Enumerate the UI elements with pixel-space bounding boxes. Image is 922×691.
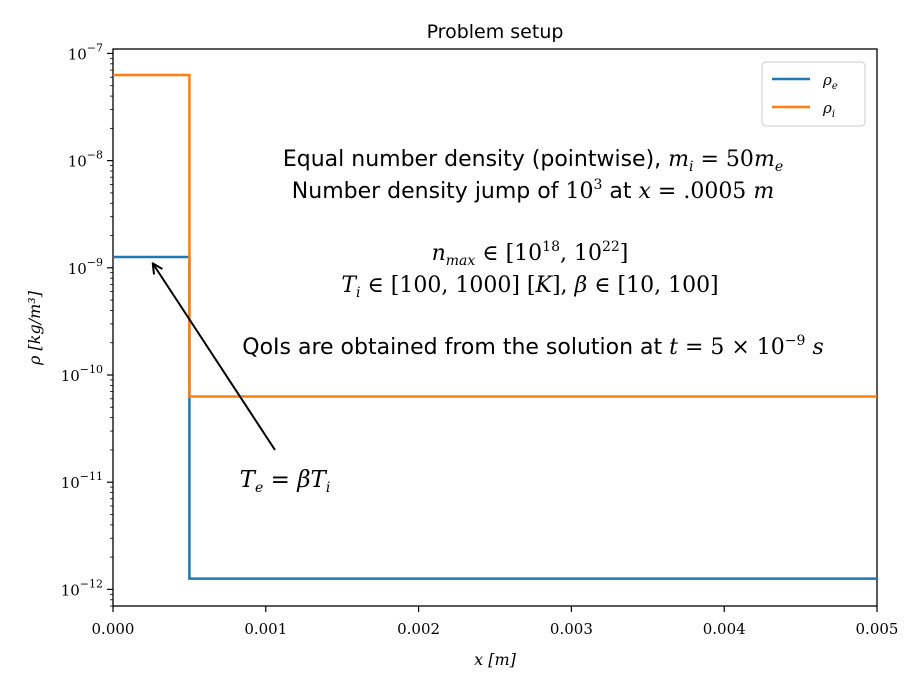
plot-area	[112, 48, 878, 607]
y-tick-label: 10−12	[61, 577, 103, 599]
series-line-rho-i	[113, 73, 877, 398]
x-axis-ticks: 0.000 0.001 0.002 0.003 0.004 0.005	[92, 606, 899, 638]
annotation-nmax-range: nmax ∈ [1018, 1022]	[432, 239, 629, 269]
annotation-density-jump: Number density jump of 103 at x = .0005 …	[292, 177, 774, 204]
y-axis-ticks: 10−7 10−8 10−9 10−10 10−11 10−12	[61, 41, 113, 607]
y-tick-label: 10−11	[61, 470, 103, 492]
x-tick-label: 0.003	[550, 620, 593, 638]
series-layer	[113, 73, 877, 580]
chart-title: Problem setup	[427, 21, 564, 43]
annotation-qoi-time: QoIs are obtained from the solution at t…	[242, 333, 824, 360]
y-tick-label: 10−10	[61, 363, 103, 385]
annotation-arrow	[153, 263, 276, 451]
x-tick-label: 0.000	[92, 620, 135, 638]
x-tick-label: 0.001	[244, 620, 287, 638]
y-tick-label: 10−9	[68, 256, 103, 278]
legend: ρe ρi	[761, 61, 866, 127]
x-tick-label: 0.005	[856, 620, 899, 638]
y-tick-label: 10−7	[68, 41, 103, 63]
y-axis-label: ρ [kg/m³]	[25, 290, 44, 366]
annotation-te-beta-ti: Te = βTi	[240, 467, 331, 496]
annotation-equal-density: Equal number density (pointwise), mi = 5…	[283, 147, 783, 175]
annotations: Equal number density (pointwise), mi = 5…	[153, 147, 824, 496]
x-tick-label: 0.004	[703, 620, 746, 638]
legend-frame	[761, 61, 866, 127]
y-tick-label: 10−8	[68, 149, 103, 171]
annotation-temperature-range: Ti ∈ [100, 1000] [K], β ∈ [10, 100]	[341, 273, 718, 301]
series-line-rho-e	[113, 255, 877, 580]
legend-label-rho-i: ρi	[822, 99, 835, 120]
plot-frame	[112, 48, 878, 607]
x-axis-label: x [m]	[474, 650, 517, 669]
x-tick-label: 0.002	[397, 620, 440, 638]
